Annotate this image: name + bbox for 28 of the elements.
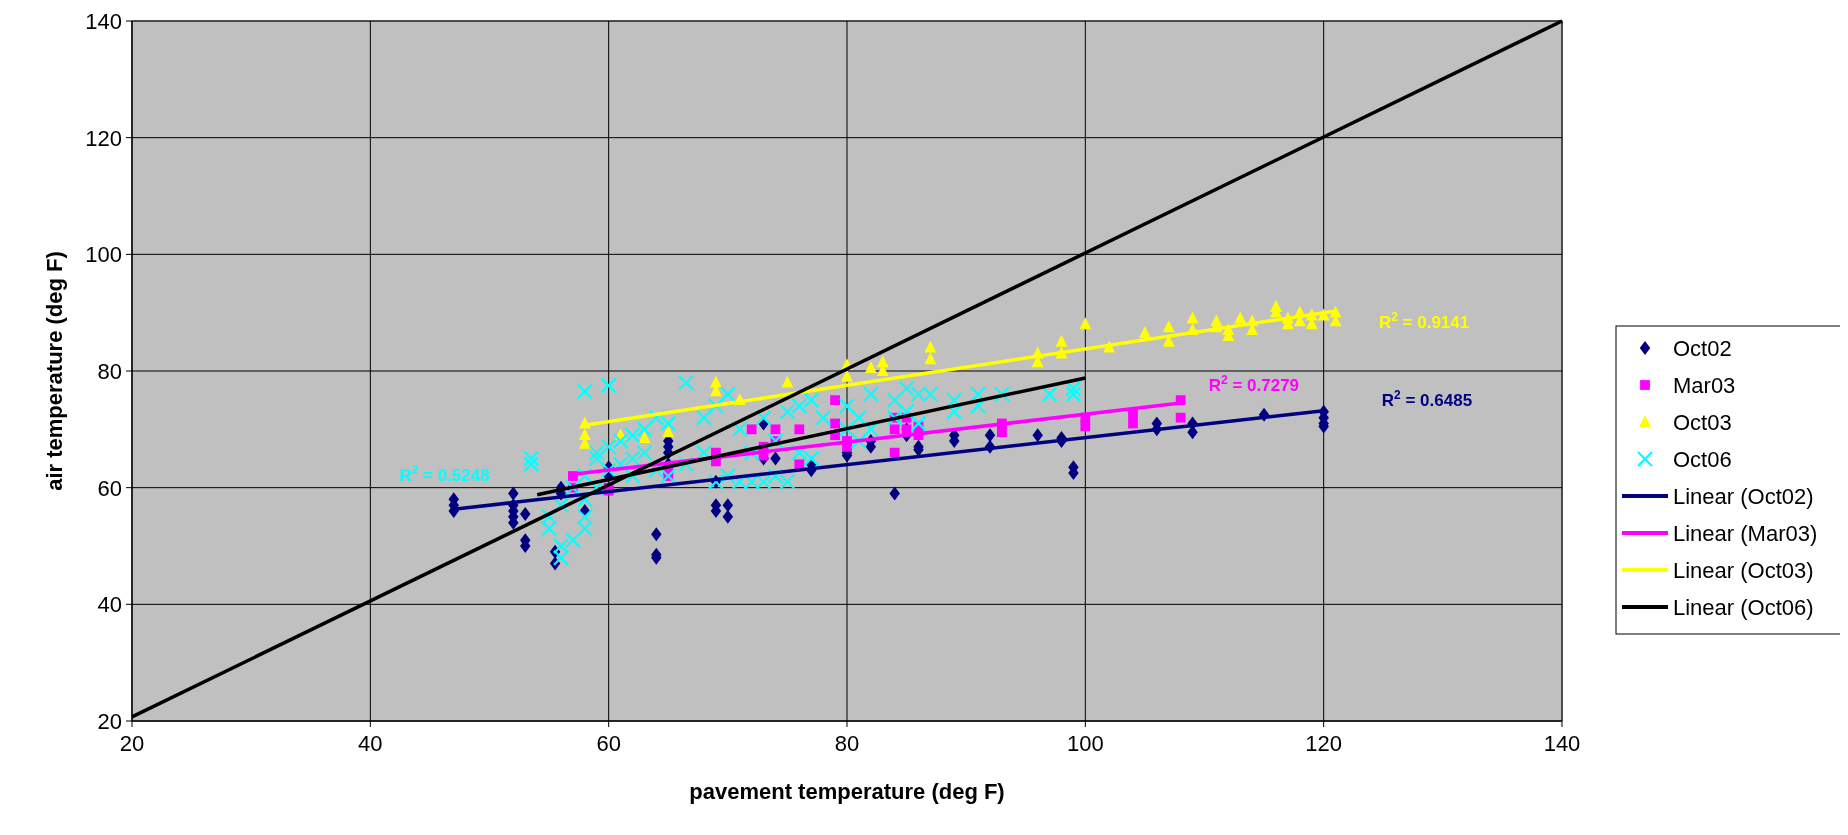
annotation: R$^{2}$ = 0.5248 [399, 463, 490, 486]
y-tick-label: 100 [85, 242, 122, 268]
annotation: R$^{2}$ = 0.6485 [1381, 388, 1473, 411]
x-tick-label: 40 [358, 731, 383, 756]
x-tick-label: 60 [596, 731, 621, 756]
y-tick-label: 40 [97, 592, 122, 618]
annotation: R$^{2}$ = 0.9141 [1378, 310, 1470, 332]
y-tick-label: 60 [97, 475, 122, 501]
y-tick-label: 120 [85, 125, 122, 151]
legend-label: Linear (Oct03) [1673, 558, 1814, 583]
x-axis-title: pavement temperature (deg F) [689, 779, 1005, 804]
legend-label: Linear (Mar03) [1673, 521, 1818, 546]
x-tick-label: 80 [834, 731, 860, 756]
y-axis-title: air temperature (deg F) [42, 251, 67, 491]
x-tick-label: 120 [1305, 731, 1343, 756]
x-tick-label: 100 [1066, 731, 1104, 756]
legend-label: Linear (Oct06) [1673, 595, 1814, 620]
x-tick-label: 140 [1543, 731, 1581, 756]
annotation: R$^{2}$ = 0.7279 [1208, 373, 1300, 395]
y-tick-label: 20 [97, 709, 122, 734]
legend-label: Oct06 [1673, 447, 1732, 472]
y-tick-label: 140 [85, 9, 122, 34]
legend-label: Oct03 [1673, 410, 1732, 435]
legend-label: Mar03 [1673, 373, 1736, 398]
legend-label: Oct02 [1673, 336, 1732, 361]
legend-label: Linear (Oct02) [1673, 484, 1814, 509]
y-tick-label: 80 [97, 359, 122, 384]
x-tick-label: 20 [119, 731, 145, 756]
